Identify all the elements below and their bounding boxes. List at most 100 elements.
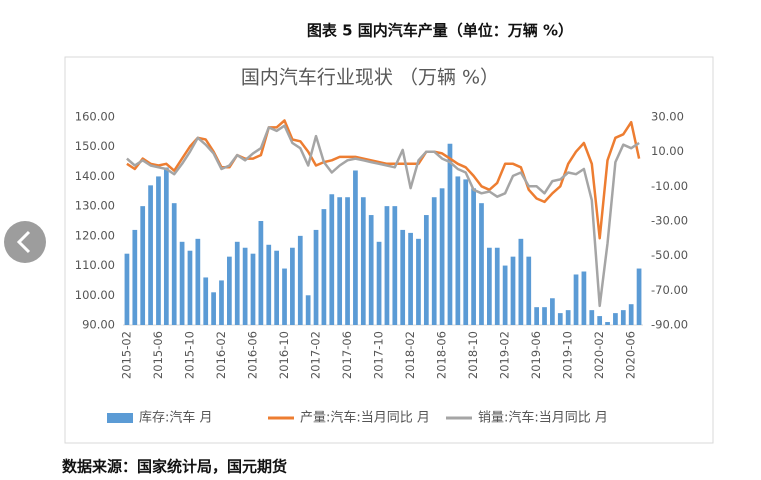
- chart-title: 国内汽车行业现状 （万辆 %）: [241, 67, 499, 89]
- bar: [613, 313, 618, 325]
- y-tick-label: 150.00: [75, 139, 115, 153]
- bar: [274, 250, 279, 325]
- y2-tick-label: -70.00: [651, 283, 688, 297]
- bar: [171, 203, 177, 325]
- bar: [589, 310, 595, 325]
- back-button-circle[interactable]: [4, 221, 46, 263]
- y2-tick-label: 10.00: [651, 144, 684, 158]
- bar: [321, 209, 327, 325]
- y2-tick-label: -90.00: [651, 318, 688, 332]
- bar: [620, 310, 626, 325]
- bar: [305, 295, 311, 325]
- bar: [258, 221, 264, 325]
- x-tick-label: 2015-02: [119, 331, 133, 379]
- bar: [179, 241, 185, 325]
- back-button[interactable]: [4, 221, 46, 263]
- bar: [557, 313, 563, 325]
- x-tick-label: 2018-02: [403, 331, 417, 379]
- x-tick-label: 2016-10: [277, 331, 291, 379]
- bar: [290, 247, 295, 325]
- x-tick-label: 2018-06: [435, 331, 449, 379]
- y-tick-label: 110.00: [75, 258, 115, 272]
- y2-tick-label: -30.00: [651, 214, 688, 228]
- bar: [518, 238, 524, 325]
- bar: [479, 203, 484, 325]
- bar: [423, 215, 429, 325]
- bar: [250, 253, 256, 325]
- x-tick-label: 2019-02: [498, 331, 512, 379]
- bar: [227, 256, 232, 325]
- bar: [526, 256, 532, 325]
- y2-tick-label: -50.00: [651, 248, 688, 262]
- bar: [628, 304, 634, 325]
- bar: [392, 206, 398, 325]
- y-tick-label: 100.00: [75, 288, 115, 302]
- x-tick-label: 2019-10: [561, 331, 575, 379]
- bar: [242, 247, 248, 325]
- legend-swatch: [107, 413, 133, 423]
- bar: [329, 194, 335, 325]
- bar: [502, 265, 508, 325]
- bar: [368, 215, 374, 325]
- source-note: 数据来源：国家统计局，国元期货: [62, 458, 287, 476]
- bar: [376, 241, 382, 325]
- x-tick-label: 2017-06: [340, 331, 354, 379]
- y2-tick-label: 30.00: [651, 110, 684, 124]
- bar: [581, 271, 587, 325]
- bar: [636, 268, 642, 325]
- y-tick-label: 160.00: [75, 110, 115, 124]
- bar: [156, 176, 161, 325]
- y-tick-label: 140.00: [75, 169, 115, 183]
- x-tick-label: 2019-06: [529, 331, 543, 379]
- x-tick-label: 2016-06: [246, 331, 260, 379]
- bar: [219, 280, 224, 325]
- bar: [353, 170, 358, 325]
- bar: [360, 197, 366, 325]
- x-tick-label: 2015-10: [182, 331, 196, 379]
- x-tick-label: 2017-02: [309, 331, 323, 379]
- x-tick-label: 2017-10: [372, 331, 386, 379]
- bar: [282, 268, 287, 325]
- legend-label: 库存:汽车 月: [139, 410, 213, 426]
- bar: [211, 292, 216, 325]
- page-heading: 图表 5 国内汽车产量（单位：万辆 %）: [307, 22, 573, 40]
- x-tick-label: 2020-02: [592, 331, 606, 379]
- legend-label: 销量:汽车:当月同比 月: [478, 410, 608, 426]
- bar: [203, 277, 209, 325]
- bar: [337, 197, 343, 325]
- bar: [494, 247, 500, 325]
- bar: [534, 307, 539, 325]
- bar: [510, 256, 516, 325]
- y-tick-label: 90.00: [82, 318, 115, 332]
- bar: [439, 188, 445, 325]
- bar: [163, 167, 169, 325]
- bar: [605, 322, 610, 325]
- bar: [266, 244, 272, 325]
- x-tick-label: 2016-02: [214, 331, 228, 379]
- legend-label: 产量:汽车:当月同比 月: [300, 410, 430, 426]
- bar: [408, 232, 413, 325]
- back-icon[interactable]: [16, 230, 31, 254]
- bar: [132, 229, 138, 325]
- bar: [447, 143, 453, 325]
- bar: [140, 206, 146, 325]
- bar: [455, 176, 461, 325]
- bar: [597, 316, 603, 325]
- y2-tick-label: -10.00: [651, 179, 688, 193]
- bar: [565, 310, 571, 325]
- bar: [487, 247, 492, 325]
- x-tick-label: 2018-10: [466, 331, 480, 379]
- x-tick-label: 2020-06: [624, 331, 638, 379]
- bar: [187, 250, 193, 325]
- line: [126, 124, 640, 308]
- x-tick-label: 2015-06: [151, 331, 165, 379]
- bar: [550, 298, 555, 325]
- y-tick-label: 130.00: [75, 199, 115, 213]
- line: [126, 119, 641, 240]
- bar: [124, 253, 130, 325]
- bar: [463, 179, 469, 325]
- bar: [195, 238, 201, 325]
- y-tick-label: 120.00: [75, 228, 115, 242]
